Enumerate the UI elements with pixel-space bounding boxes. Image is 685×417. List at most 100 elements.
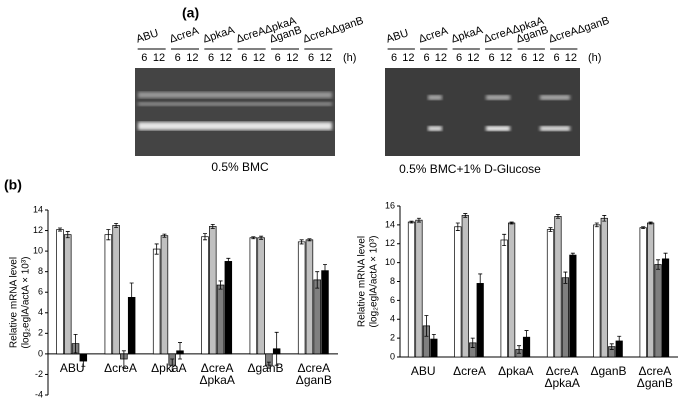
gel-time-label: 6 xyxy=(241,52,247,64)
bar xyxy=(554,216,562,358)
gel-image xyxy=(385,68,580,156)
error-bar xyxy=(463,213,468,218)
bar xyxy=(639,227,647,358)
error-bar xyxy=(226,257,231,265)
gel-time-label: 6 xyxy=(175,52,181,64)
bar xyxy=(654,264,662,358)
error-bar xyxy=(57,227,62,232)
error-bar xyxy=(266,361,271,369)
bar xyxy=(305,239,314,355)
error-bar xyxy=(548,227,553,232)
error-bar xyxy=(555,214,560,219)
y-tick-label: 6 xyxy=(38,287,43,297)
error-bar xyxy=(563,271,568,284)
error-bar xyxy=(424,315,429,337)
gel-time-label: 12 xyxy=(153,52,165,64)
gel-time-label: 6 xyxy=(424,52,430,64)
y-tick-label: 0 xyxy=(38,348,43,358)
gel-strain-label: ΔcreAΔganB xyxy=(547,15,611,46)
bar xyxy=(600,217,608,358)
error-bar xyxy=(251,236,256,240)
bar xyxy=(407,221,416,358)
bar xyxy=(508,222,516,358)
gel-time-label: 12 xyxy=(532,52,544,64)
bar xyxy=(216,284,225,355)
error-bar xyxy=(409,220,414,224)
bar xyxy=(313,279,321,355)
gel-time-label: 6 xyxy=(456,52,462,64)
error-bar xyxy=(517,345,522,354)
panel-label: (a) xyxy=(182,5,199,21)
gel-time-label: 12 xyxy=(253,52,265,64)
error-bar xyxy=(177,342,182,360)
error-bar xyxy=(416,217,421,223)
bar xyxy=(152,248,161,355)
x-tick-label: ΔcreA ΔganB xyxy=(295,360,332,387)
bar xyxy=(249,237,258,355)
y-tick-label: 2 xyxy=(38,328,43,338)
gel-strain-label: ΔcreAΔganB xyxy=(301,15,365,46)
gel-strain-label: ΔcreA xyxy=(417,25,450,46)
x-tick-label: ΔcreA ΔpkaA xyxy=(199,360,235,387)
gel-time-label: 12 xyxy=(500,52,512,64)
bar xyxy=(104,234,113,355)
error-bar xyxy=(170,358,175,372)
error-bar xyxy=(315,271,320,289)
error-bar xyxy=(570,252,575,258)
error-bar xyxy=(602,215,607,222)
y-axis-label: (log₂eglA/actA × 10³) xyxy=(369,236,380,328)
error-bar xyxy=(455,222,460,231)
gel-time-label: 6 xyxy=(489,52,495,64)
error-bar xyxy=(617,335,622,347)
error-bar xyxy=(641,226,646,230)
y-tick-label: -4 xyxy=(35,389,43,399)
bar xyxy=(224,261,233,355)
x-tick-label: ΔganB xyxy=(590,364,627,378)
gel-strain-label: ABU xyxy=(385,27,410,45)
error-bar xyxy=(656,259,661,270)
x-tick-label: ΔganB xyxy=(247,360,284,375)
bar xyxy=(112,225,120,355)
error-bar xyxy=(594,222,599,228)
gel-time-label: 12 xyxy=(286,52,298,64)
y-tick-label: 14 xyxy=(385,219,395,229)
x-tick-label: ΔpkaA xyxy=(151,360,187,375)
error-bar xyxy=(431,333,436,345)
x-tick-label: ΔcreA ΔganB xyxy=(636,364,673,390)
gel-strain-label: ΔcreA xyxy=(168,25,201,46)
bar xyxy=(201,236,209,355)
bar xyxy=(461,215,469,358)
error-bar xyxy=(609,343,614,350)
gel-caption: 0.5% BMC+1% D-Glucose xyxy=(399,162,541,176)
bar xyxy=(561,277,570,358)
y-tick-label: 10 xyxy=(33,245,43,255)
gel-time-label: 6 xyxy=(308,52,314,64)
gel-time-label: 12 xyxy=(435,52,447,64)
bar xyxy=(546,229,555,358)
error-bar xyxy=(114,222,119,228)
error-bar xyxy=(299,239,304,245)
x-tick-label: ΔcreA ΔpkaA xyxy=(544,364,580,390)
gel-unit-label: (h) xyxy=(588,52,601,64)
error-bar xyxy=(274,331,279,366)
gel-time-label: 12 xyxy=(220,52,232,64)
error-bar xyxy=(202,233,207,241)
bar xyxy=(415,219,423,358)
error-bar xyxy=(502,233,507,247)
gel-time-label: 6 xyxy=(521,52,527,64)
bar xyxy=(297,241,306,355)
gel-time-label: 6 xyxy=(554,52,560,64)
x-tick-label: ABU xyxy=(410,364,436,378)
error-bar xyxy=(470,337,475,348)
error-bar xyxy=(322,264,327,278)
bar xyxy=(661,258,670,358)
error-bar xyxy=(218,280,223,290)
y-tick-label: -2 xyxy=(35,369,43,379)
y-tick-label: 8 xyxy=(390,276,395,286)
y-tick-label: 10 xyxy=(385,257,395,267)
gel-image xyxy=(135,68,335,156)
error-bar xyxy=(65,231,70,239)
gel-time-label: 12 xyxy=(467,52,479,64)
gel-time-label: 6 xyxy=(208,52,214,64)
